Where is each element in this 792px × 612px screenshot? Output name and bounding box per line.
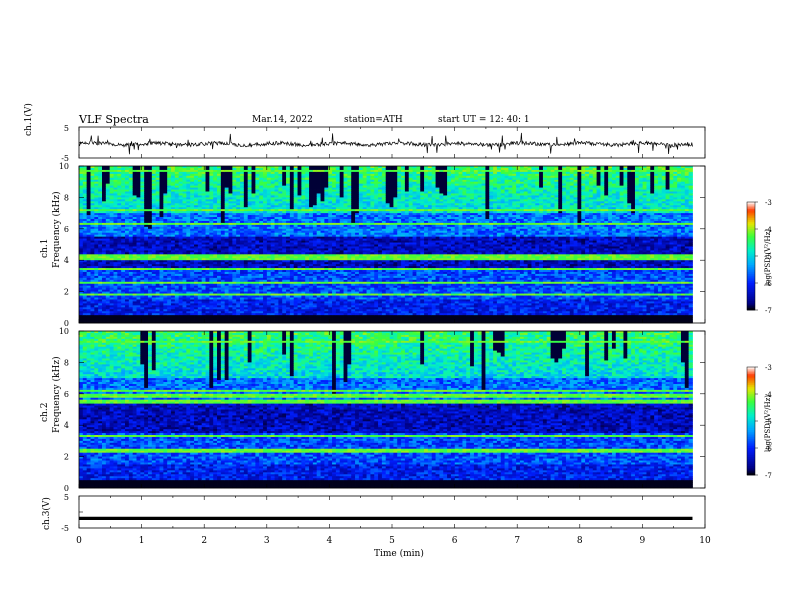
ch1-waveform-panel: 5-5 (61, 124, 705, 163)
spectrogram-cells (79, 166, 693, 323)
ch1-waveform-trace (79, 133, 693, 154)
ytick-label-5: 5 (64, 124, 69, 133)
panel-frame (79, 127, 705, 158)
